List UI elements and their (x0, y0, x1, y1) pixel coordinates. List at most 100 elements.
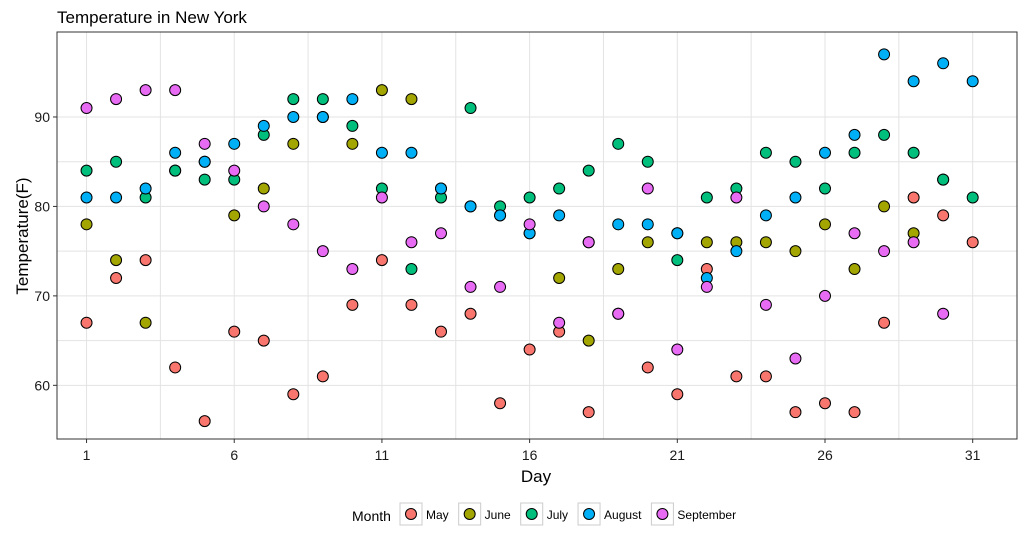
data-point-august (730, 245, 743, 258)
chart-title: Temperature in New York (57, 8, 247, 27)
data-point-july (848, 146, 861, 159)
data-point-may (789, 406, 802, 419)
data-point-july (937, 173, 950, 186)
data-point-may (582, 406, 595, 419)
data-point-september (878, 245, 891, 258)
data-point-may (878, 316, 891, 329)
data-point-august (759, 209, 772, 222)
data-point-august (110, 191, 123, 204)
data-points (80, 48, 979, 428)
data-point-june (878, 200, 891, 213)
data-point-june (789, 245, 802, 258)
data-point-may (405, 298, 418, 311)
data-point-september (375, 191, 388, 204)
data-point-september (612, 307, 625, 320)
data-point-july (671, 254, 684, 267)
x-tick-label: 16 (522, 447, 538, 463)
legend-label-september: September (677, 508, 736, 522)
data-point-july (405, 263, 418, 276)
data-point-august (257, 119, 270, 132)
data-point-may (671, 388, 684, 401)
data-point-may (287, 388, 300, 401)
data-point-june (759, 236, 772, 249)
data-point-may (110, 271, 123, 284)
data-point-august (966, 75, 979, 88)
data-point-august (494, 209, 507, 222)
data-point-may (375, 254, 388, 267)
data-point-august (819, 146, 831, 159)
data-point-july (80, 164, 93, 177)
data-point-may (730, 370, 743, 383)
data-point-september (80, 102, 93, 115)
plot-panel (56, 31, 1018, 440)
legend-label-july: July (547, 508, 568, 522)
legend-title: Month (352, 508, 391, 524)
data-point-may (907, 191, 920, 204)
data-point-september (759, 298, 772, 311)
data-point-july (612, 137, 625, 150)
data-point-july (641, 155, 654, 168)
data-point-september (671, 343, 684, 356)
data-point-july (346, 119, 359, 132)
data-point-august (316, 110, 329, 123)
data-point-may (257, 334, 270, 347)
data-point-august (375, 146, 388, 159)
data-point-may (819, 397, 831, 410)
data-point-september (110, 93, 123, 106)
data-point-september (553, 316, 566, 329)
data-point-september (730, 191, 743, 204)
data-point-may (346, 298, 359, 311)
y-tick-label: 60 (34, 377, 50, 393)
data-point-june (553, 271, 566, 284)
y-tick-label: 70 (34, 288, 50, 304)
y-tick-label: 90 (34, 109, 50, 125)
data-point-august (671, 227, 684, 240)
data-point-september (139, 84, 152, 97)
data-point-may (966, 236, 979, 249)
data-point-may (523, 343, 536, 356)
data-point-july (819, 182, 831, 195)
data-point-july (110, 155, 123, 168)
x-tick-label: 26 (817, 447, 833, 463)
data-point-july (464, 102, 477, 115)
data-point-august (228, 137, 241, 150)
data-point-september (700, 280, 713, 293)
data-point-september (523, 218, 536, 231)
data-point-july (700, 191, 713, 204)
data-point-september (907, 236, 920, 249)
y-tick-label: 80 (34, 198, 50, 214)
data-point-may (641, 361, 654, 374)
data-point-august (169, 146, 182, 159)
data-point-august (287, 110, 300, 123)
data-point-september (169, 84, 182, 97)
data-point-september (435, 227, 447, 240)
data-point-june (257, 182, 270, 195)
data-point-july (966, 191, 979, 204)
data-point-may (848, 406, 861, 419)
y-axis-title: Temperature(F) (13, 177, 32, 294)
data-point-september (316, 245, 329, 258)
data-point-july (907, 146, 920, 159)
data-point-may (228, 325, 241, 338)
data-point-july (169, 164, 182, 177)
data-point-june (110, 254, 123, 267)
data-point-august (641, 218, 654, 231)
data-point-june (612, 263, 625, 276)
data-point-september (287, 218, 300, 231)
data-point-august (435, 182, 447, 195)
data-point-august (848, 128, 861, 141)
data-point-may (435, 325, 447, 338)
data-point-september (464, 280, 477, 293)
data-point-june (80, 218, 93, 231)
data-point-june (139, 316, 152, 329)
data-point-may (198, 415, 211, 428)
x-tick-label: 31 (965, 447, 981, 463)
data-point-may (139, 254, 152, 267)
data-point-june (641, 236, 654, 249)
data-point-august (907, 75, 920, 88)
data-point-june (819, 218, 831, 231)
legend-swatch-may (405, 508, 417, 520)
data-point-july (789, 155, 802, 168)
